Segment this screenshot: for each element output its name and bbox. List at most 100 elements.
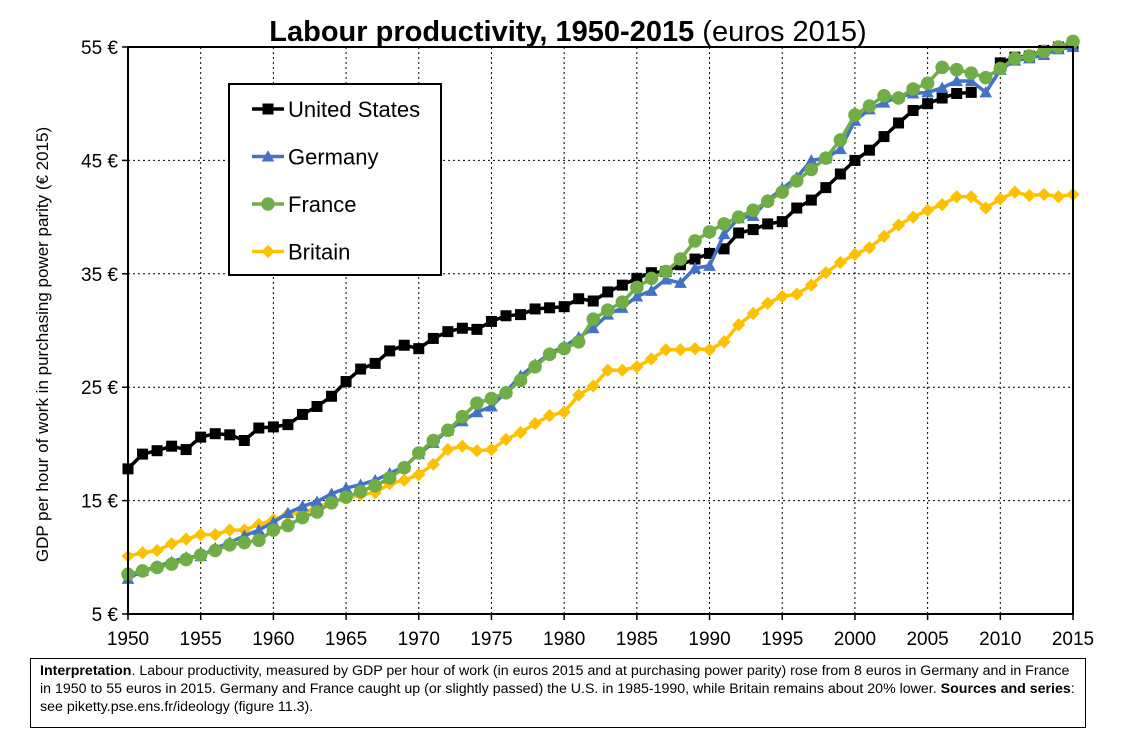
data-point [237,535,252,550]
data-point [151,445,163,457]
data-point [732,318,746,332]
data-point [993,192,1007,206]
data-point [1037,44,1051,59]
data-point [834,168,846,180]
x-tick-label: 1960 [252,629,294,650]
chart-title: Labour productivity, 1950-2015 (euros 20… [0,14,1136,50]
data-point [193,548,208,562]
data-point [804,162,819,177]
y-tick-label: 55 € [81,38,118,59]
data-point [804,278,818,292]
data-point [208,543,222,558]
x-tick-label: 1995 [761,629,803,650]
data-point [833,255,847,270]
data-point [1008,185,1022,199]
data-point [921,86,934,98]
data-point [398,339,410,351]
data-point [615,295,630,309]
data-point [935,81,949,93]
data-point [601,363,615,377]
data-point [878,131,890,143]
data-point [833,133,848,147]
data-point [935,60,949,75]
data-point [862,99,877,113]
data-point [311,400,323,412]
data-point [834,142,847,155]
data-point [979,86,993,98]
data-point [558,301,570,313]
data-point [746,306,760,321]
data-point [427,332,439,344]
data-point [397,460,411,475]
data-point [586,312,600,326]
data-point [150,560,164,575]
data-point [688,342,702,356]
data-point [368,479,382,493]
data-point [731,210,746,224]
interpretation-text: . Labour productivity, measured by GDP p… [40,663,1070,697]
chart-title-main: Labour productivity, 1950-2015 [269,16,695,48]
data-point [296,499,309,512]
data-point [528,416,542,431]
data-point [964,66,978,80]
legend-marker [261,150,275,162]
data-point [761,296,775,310]
data-point [791,202,803,214]
x-tick-label: 2010 [979,629,1021,650]
data-point [775,185,789,199]
x-axis: 1950 1955 1960 1965 1970 1975 1980 1985 1990 1995… [107,614,1094,650]
interpretation-note: Interpretation. Labour productivity, mea… [30,658,1086,728]
data-point [819,266,833,280]
data-point [775,289,789,304]
data-point [877,229,891,243]
data-point [1022,188,1036,203]
data-point [209,428,221,440]
chart-subtitle: (euros 2015) [702,16,867,48]
data-point [442,326,454,338]
data-point [150,543,164,558]
data-point [644,352,658,366]
data-point [470,396,484,410]
x-tick-label: 1980 [543,629,585,650]
data-point [499,386,513,400]
data-point [586,321,600,334]
legend-box [228,83,442,276]
data-point [702,343,717,357]
data-point [804,154,818,166]
sources-text: : see piketty.pse.ens.fr/ideology (figur… [40,681,1075,715]
data-point [673,252,688,266]
data-point [571,335,586,349]
data-point [704,247,716,259]
data-point [412,467,426,482]
data-point [587,295,599,307]
y-tick-label: 15 € [81,492,118,513]
data-point [267,421,279,433]
data-point [790,287,804,301]
data-point [906,210,920,224]
y-tick-label: 25 € [81,378,118,399]
data-point [471,323,483,335]
data-point [572,388,586,402]
data-point [484,442,499,457]
legend-item: United States [252,97,420,122]
data-point [848,108,862,122]
data-point [164,557,179,571]
data-point [470,405,484,418]
data-point [1051,190,1066,204]
data-point [412,446,426,460]
data-point [674,276,687,288]
y-tick-label: 45 € [81,151,118,172]
data-point [630,290,644,302]
legend-marker [261,244,275,259]
x-tick-label: 1975 [470,629,512,650]
y-axis-label: GDP per hour of work in purchasing power… [33,127,52,562]
data-point [673,343,688,357]
data-point [1066,34,1080,49]
data-point [456,322,468,334]
data-point [484,391,499,406]
data-point [324,496,339,510]
data-point [922,98,934,110]
x-tick-label: 1955 [180,629,222,650]
data-point [195,431,207,443]
legend-label: Germany [288,145,378,170]
